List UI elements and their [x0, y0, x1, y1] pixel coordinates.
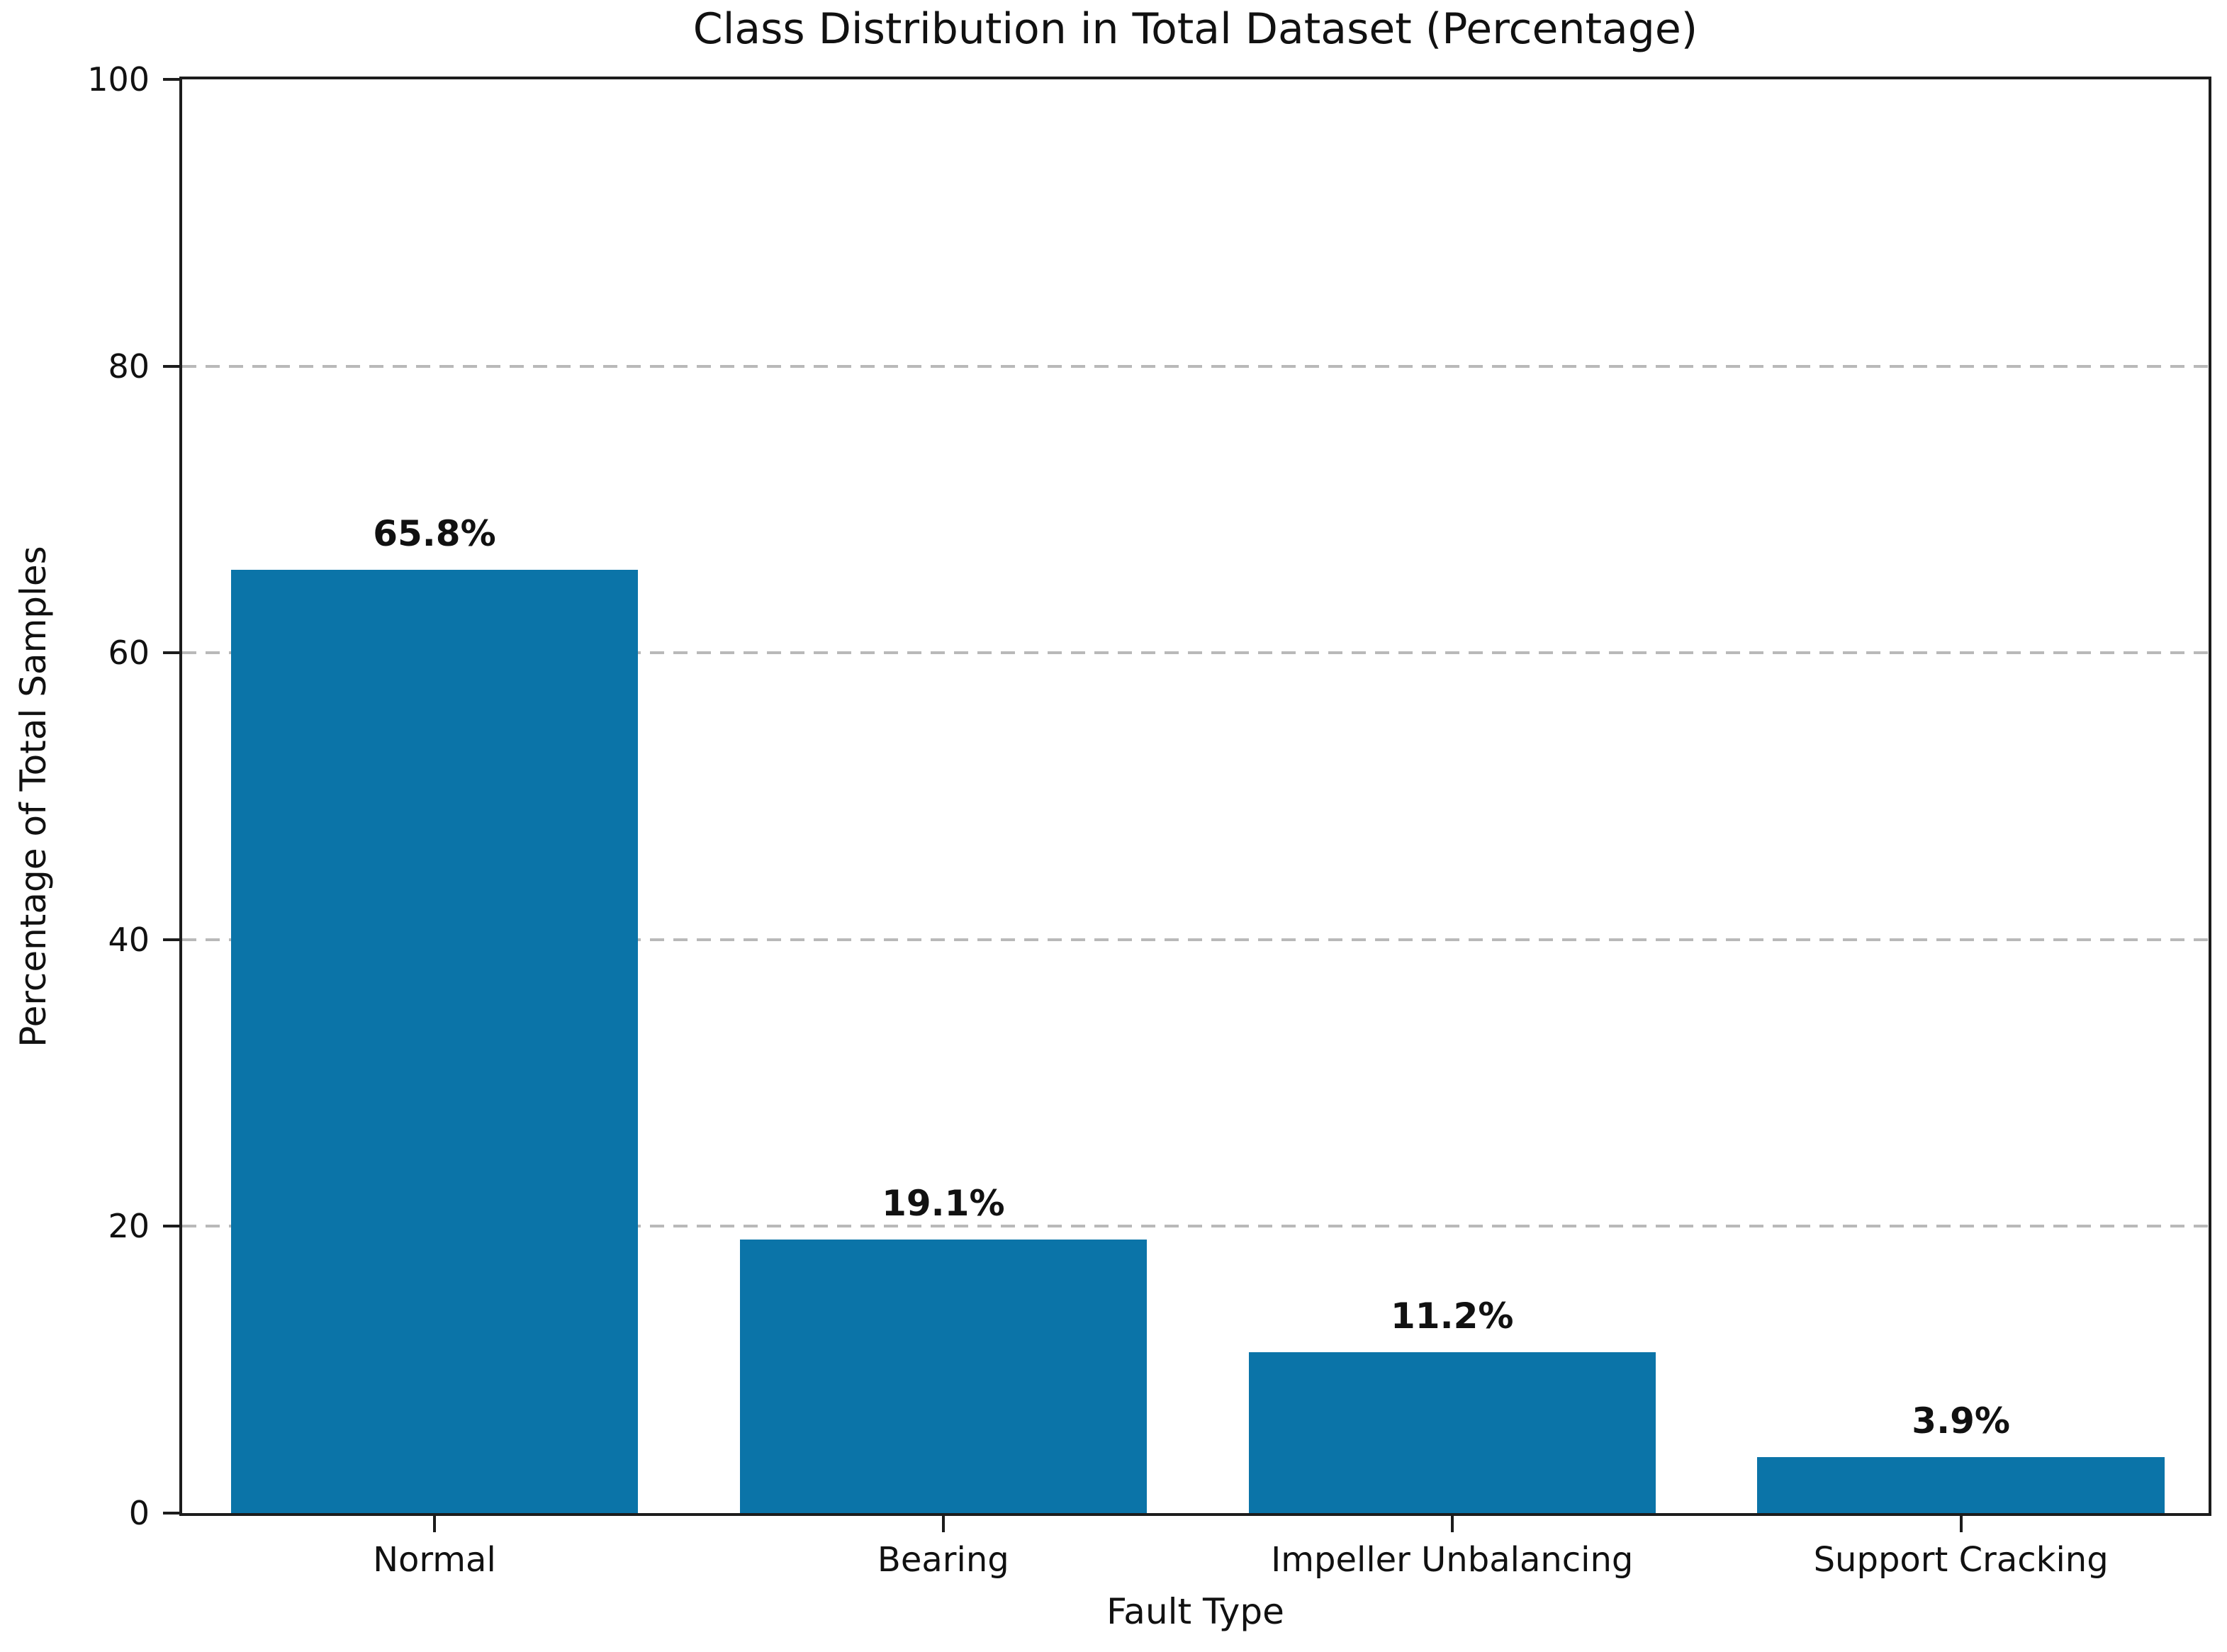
- y-tick-mark-100: [163, 78, 182, 81]
- x-axis-layer: Normal Bearing Impeller Unbalancing Support…: [182, 79, 2209, 1577]
- x-tick-label-bearing: Bearing: [877, 1540, 1009, 1580]
- x-axis-label: Fault Type: [1106, 1591, 1284, 1632]
- x-tick-label-support-cracking: Support Cracking: [1813, 1540, 2109, 1580]
- y-tick-label-40: 40: [108, 920, 150, 959]
- bar-impeller-unbalancing: [1248, 1352, 1656, 1513]
- y-tick-label-100: 100: [87, 60, 150, 99]
- bar-series-layer: 65.8% 19.1% 11.2% 3.9%: [182, 79, 2209, 1513]
- bar-value-label-normal: 65.8%: [373, 512, 496, 554]
- x-tick-mark-4: [1959, 1513, 1963, 1532]
- y-tick-mark-40: [163, 938, 182, 941]
- x-tick-mark-2: [941, 1513, 945, 1532]
- y-tick-mark-80: [163, 364, 182, 368]
- bar-support-cracking: [1757, 1457, 2165, 1513]
- x-tick-mark-1: [432, 1513, 436, 1532]
- x-tick-label-normal: Normal: [373, 1540, 496, 1580]
- bar-value-label-impeller-unbalancing: 11.2%: [1391, 1296, 1514, 1337]
- y-tick-mark-60: [163, 651, 182, 655]
- bar-value-label-support-cracking: 3.9%: [1912, 1400, 2010, 1442]
- y-axis-layer: 0 20 40 60 80 100: [87, 63, 2209, 1529]
- y-tick-label-20: 20: [108, 1207, 150, 1246]
- gridline-20: [182, 1225, 2209, 1228]
- bar-value-label-bearing: 19.1%: [882, 1182, 1005, 1224]
- y-tick-label-80: 80: [108, 347, 150, 386]
- y-axis-label: Percentage of Total Samples: [13, 545, 54, 1047]
- chart-title: Class Distribution in Total Dataset (Per…: [692, 4, 1698, 54]
- y-tick-mark-0: [163, 1512, 182, 1515]
- x-tick-mark-3: [1450, 1513, 1454, 1532]
- gridline-60: [182, 651, 2209, 655]
- gridline-80: [182, 364, 2209, 368]
- y-tick-label-0: 0: [128, 1494, 150, 1532]
- y-tick-label-60: 60: [108, 634, 150, 673]
- bar-normal: [230, 569, 639, 1513]
- gridline-40: [182, 938, 2209, 941]
- y-tick-mark-20: [163, 1225, 182, 1228]
- bar-bearing: [739, 1239, 1147, 1513]
- x-tick-label-impeller-unbalancing: Impeller Unbalancing: [1271, 1540, 1634, 1580]
- gridline-layer: [182, 79, 2209, 1513]
- plot-area: Class Distribution in Total Dataset (Per…: [13, 6, 2211, 1632]
